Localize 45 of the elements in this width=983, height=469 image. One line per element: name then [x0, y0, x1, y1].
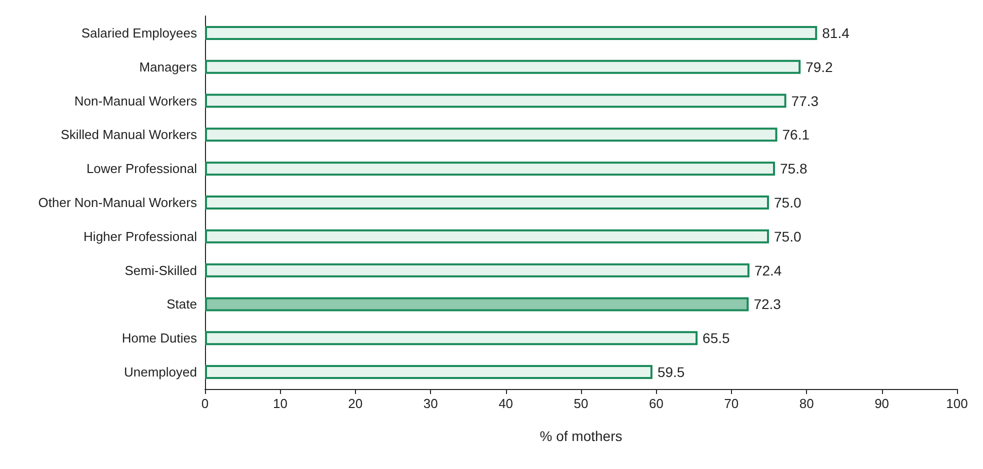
data-label: 75.0 [774, 194, 802, 210]
data-label: 65.5 [702, 330, 730, 346]
x-tick-label: 40 [498, 396, 514, 411]
bar [205, 26, 818, 40]
y-tick-label: Home Duties [122, 330, 198, 346]
bar [205, 229, 769, 244]
data-label: 79.2 [806, 58, 834, 75]
y-tick-label: State [166, 296, 197, 312]
y-tick-label: Unemployed [124, 364, 197, 380]
data-label: 75.8 [780, 160, 808, 177]
bar [205, 331, 698, 346]
bar [205, 365, 652, 380]
bar [205, 196, 769, 210]
x-tick-label: 100 [946, 396, 968, 411]
data-label: 76.1 [782, 126, 810, 143]
data-label: 72.4 [754, 262, 782, 278]
bar [205, 263, 750, 278]
x-tick-label: 90 [874, 396, 890, 411]
bar [205, 94, 786, 108]
y-tick-label: Skilled Manual Workers [60, 127, 198, 142]
x-tick-label: 0 [201, 396, 209, 411]
x-tick-label: 80 [799, 396, 814, 411]
x-tick-label: 10 [272, 396, 288, 411]
x-tick-label: 50 [574, 396, 588, 411]
x-tick-label: 30 [423, 396, 438, 411]
x-tick-label: 60 [648, 396, 664, 411]
y-tick-label: Semi-Skilled [124, 262, 197, 278]
data-label: 81.4 [822, 24, 850, 41]
y-tick-label: Non-Manual Workers [74, 93, 198, 108]
data-label: 72.3 [754, 296, 782, 312]
y-tick-label: Managers [139, 59, 198, 74]
y-tick-label: Lower Professional [86, 161, 198, 176]
bar [205, 60, 801, 74]
y-tick-label: Other Non-Manual Workers [38, 195, 198, 210]
y-tick-label: Salaried Employees [81, 25, 198, 40]
bar [205, 297, 749, 312]
data-label: 75.0 [774, 228, 802, 244]
x-tick-label: 20 [348, 396, 363, 411]
bar [205, 128, 778, 142]
x-axis-title: % of mothers [540, 428, 622, 444]
data-label: 59.5 [657, 364, 685, 380]
bar [205, 162, 776, 176]
x-tick-label: 70 [724, 396, 739, 411]
data-label: 77.3 [791, 92, 819, 109]
y-tick-label: Higher Professional [84, 228, 198, 244]
